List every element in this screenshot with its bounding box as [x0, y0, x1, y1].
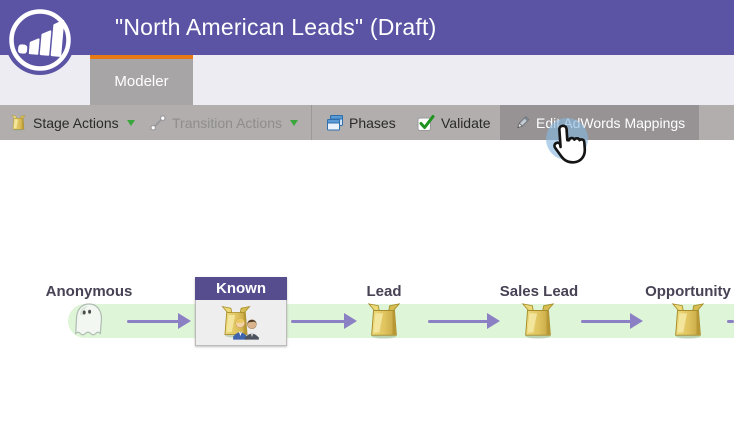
hand-pointer-cursor — [553, 124, 587, 164]
transition-actions-button[interactable]: Transition Actions — [150, 105, 298, 140]
edit-adwords-mappings-button[interactable]: Edit AdWords Mappings — [500, 105, 700, 140]
phases-button[interactable]: Phases — [327, 105, 396, 140]
stage-label-lead: Lead — [366, 283, 402, 300]
stage-card-known-body — [195, 300, 287, 346]
transition-arrow-fragment — [727, 313, 734, 329]
connector-line-icon — [150, 114, 166, 131]
chevron-down-icon — [289, 119, 298, 126]
marketo-logo[interactable] — [4, 4, 76, 76]
app-header: "North American Leads" (Draft) — [0, 0, 734, 75]
marketo-bars-logo-icon — [5, 5, 75, 75]
chevron-down-icon — [126, 119, 135, 126]
tab-bar: Modeler — [0, 55, 734, 105]
stage-actions-label: Stage Actions — [33, 114, 119, 131]
transition-arrow[interactable] — [291, 313, 357, 329]
green-check-icon — [417, 114, 435, 131]
stacked-windows-icon — [327, 114, 343, 130]
transition-actions-label: Transition Actions — [172, 114, 282, 131]
transition-arrow[interactable] — [127, 313, 191, 329]
validate-label: Validate — [441, 114, 491, 131]
box-icon[interactable] — [519, 301, 557, 339]
transition-arrow[interactable] — [581, 313, 643, 329]
box-icon[interactable] — [365, 301, 403, 339]
stage-card-known[interactable]: Known — [195, 277, 287, 346]
box-people-icon — [217, 304, 265, 342]
model-canvas: Anonymous Known Lead Sales Lead Opportun… — [0, 140, 734, 427]
tab-modeler-label: Modeler — [114, 73, 169, 90]
box-icon[interactable] — [669, 301, 707, 339]
stage-label-opportunity: Opportunity — [645, 283, 731, 300]
transition-arrow[interactable] — [428, 313, 500, 329]
ghost-icon[interactable] — [70, 301, 108, 341]
toolbar: Stage Actions Transition Actions Phases — [0, 105, 734, 140]
gold-box-icon — [10, 114, 27, 131]
stage-label-sales-lead: Sales Lead — [499, 283, 579, 300]
page-title: "North American Leads" (Draft) — [115, 14, 437, 40]
people-icon — [231, 316, 261, 340]
stage-label-known: Known — [195, 277, 287, 300]
phases-label: Phases — [349, 114, 396, 131]
pencil-icon — [517, 115, 530, 128]
validate-button[interactable]: Validate — [417, 105, 491, 140]
stage-label-anonymous: Anonymous — [45, 283, 133, 300]
toolbar-divider — [311, 105, 312, 140]
tab-modeler[interactable]: Modeler — [90, 55, 193, 105]
stage-actions-button[interactable]: Stage Actions — [10, 105, 135, 140]
